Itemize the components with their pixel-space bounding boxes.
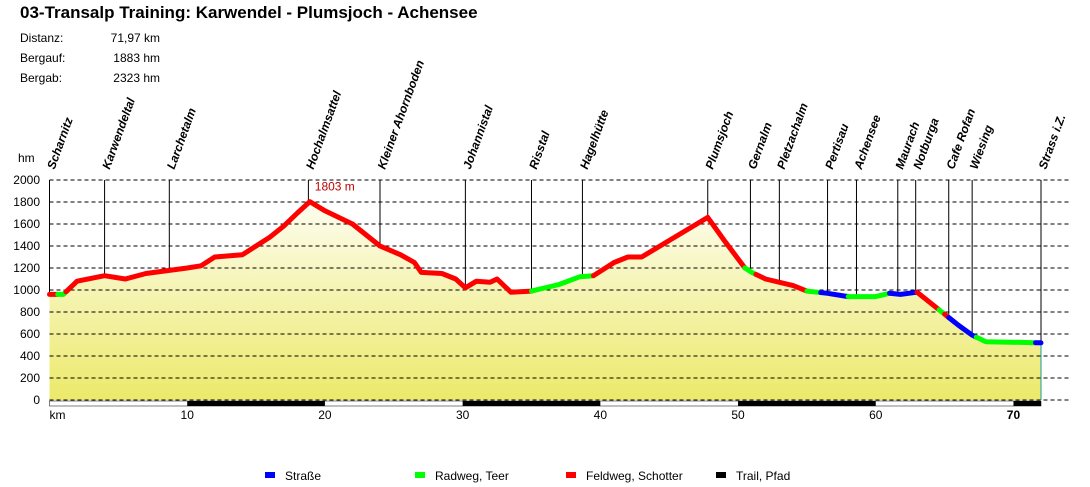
y-tick-label: 1200 xyxy=(13,261,40,275)
legend-label: Feldweg, Schotter xyxy=(586,469,683,483)
y-tick-label: 800 xyxy=(20,305,40,319)
legend-label: Straße xyxy=(285,469,321,483)
y-tick-label: 2000 xyxy=(13,173,40,187)
profile-area xyxy=(49,201,1041,400)
stat-label: Bergab: xyxy=(20,71,63,85)
legend-swatch xyxy=(566,472,576,478)
waypoint-label: Pertisau xyxy=(822,121,852,171)
y-tick-label: 1600 xyxy=(13,217,40,231)
x-axis-bar-segment xyxy=(187,401,325,406)
x-tick-label: 40 xyxy=(594,408,608,422)
legend-swatch xyxy=(415,472,425,478)
legend-label: Trail, Pfad xyxy=(736,469,790,483)
y-tick-label: 1400 xyxy=(13,239,40,253)
stat-distance: Distanz: 71,97 km xyxy=(20,31,160,45)
x-tick-label: 10 xyxy=(181,408,195,422)
y-tick-label: 600 xyxy=(20,327,40,341)
stat-label: Distanz: xyxy=(20,31,64,45)
waypoint-label: Strass i.Z. xyxy=(1036,112,1069,171)
legend-swatch xyxy=(716,472,726,478)
route-segment xyxy=(63,199,534,295)
route-segment xyxy=(753,271,810,294)
y-tick-label: 1000 xyxy=(13,283,40,297)
waypoint-label: Larchetalm xyxy=(164,106,199,171)
route-segment xyxy=(590,214,748,279)
stat-ascent: Bergauf: 1883 hm xyxy=(20,51,160,65)
x-tick-label: 70 xyxy=(1007,408,1021,422)
y-tick-label: 1800 xyxy=(13,195,40,209)
waypoint-label: Scharnitz xyxy=(44,115,76,171)
x-axis-bar-segment xyxy=(462,401,601,406)
route-segment xyxy=(818,290,851,300)
route-segment xyxy=(914,289,942,313)
waypoint-label: Gernalm xyxy=(745,120,775,171)
waypoint-label: Pletzachalm xyxy=(774,101,811,171)
route-segment xyxy=(528,273,596,294)
route-segment xyxy=(973,334,1038,346)
x-axis-bar-segment xyxy=(1013,401,1041,406)
x-axis-label: km xyxy=(50,408,66,422)
waypoint-label: Achensee xyxy=(851,113,884,172)
x-tick-label: 50 xyxy=(731,408,745,422)
y-tick-label: 0 xyxy=(33,393,40,407)
page-title: 03-Transalp Training: Karwendel - Plumsj… xyxy=(20,3,478,22)
x-tick-label: 60 xyxy=(869,408,883,422)
y-axis-label: hm xyxy=(18,151,35,165)
peak-annotation: 1803 m xyxy=(315,180,355,194)
stat-label: Bergauf: xyxy=(20,51,66,65)
waypoint-label: Kleiner Ahornboden xyxy=(375,58,427,171)
x-tick-label: 20 xyxy=(318,408,332,422)
stat-value: 1883 hm xyxy=(113,51,160,65)
waypoint-label: Plumsjoch xyxy=(702,109,736,171)
stat-descent: Bergab: 2323 hm xyxy=(20,71,160,85)
waypoint-label: Karwendeltal xyxy=(99,95,138,171)
waypoint-label: Johannistal xyxy=(460,103,496,171)
x-tick-label: 30 xyxy=(456,408,470,422)
route-segment xyxy=(845,290,893,300)
waypoint-label: Hochalmsattel xyxy=(303,89,344,171)
waypoint-label: Hagelhütte xyxy=(577,108,611,171)
x-axis-bar-segment xyxy=(738,401,876,406)
stat-value: 2323 hm xyxy=(113,71,160,85)
legend-swatch xyxy=(265,472,275,478)
y-tick-label: 400 xyxy=(20,349,40,363)
stat-value: 71,97 km xyxy=(110,31,160,45)
y-tick-label: 200 xyxy=(20,371,40,385)
legend-label: Radweg, Teer xyxy=(435,469,509,483)
route-segment xyxy=(887,289,920,297)
waypoint-label: Risstal xyxy=(526,129,553,171)
